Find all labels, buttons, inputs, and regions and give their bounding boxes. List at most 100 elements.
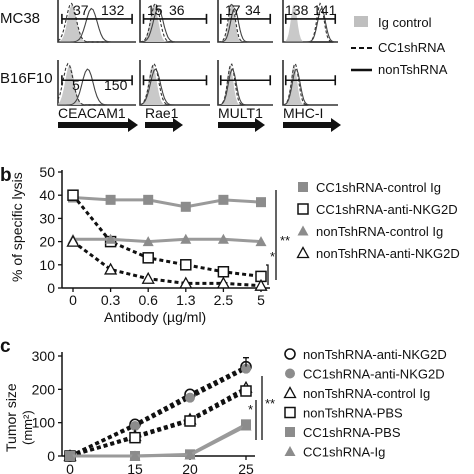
panel-c-series-line: [69, 386, 247, 458]
panel-b-point: [67, 189, 79, 201]
panel-b-point: [180, 233, 192, 244]
panel-b-legend-marker: [297, 203, 309, 215]
panel-b-point: [254, 278, 268, 291]
panel-b-point: [180, 259, 192, 271]
panel-c-legend-marker: [285, 368, 295, 379]
panel-b-ytick-label: 40: [39, 187, 55, 203]
panel-c-legend-label: CC1shRNA-anti-NKG2D: [303, 367, 445, 382]
histogram-nontshrna: [282, 68, 338, 106]
panel-c-legend-label: nonTshRNA-PBS: [303, 406, 403, 421]
panel-b-series-line: [72, 240, 262, 288]
panel-b-legend-label: CC1shRNA-control Ig: [316, 180, 441, 195]
panel-c-legend-label: CC1shRNA-PBS: [303, 425, 401, 440]
panel-b-legend-label: nonTshRNA-control Ig: [316, 224, 443, 239]
panel-c-xtick-label: 20: [182, 461, 198, 474]
panel-c-point: [240, 385, 252, 397]
panel-c-ytick-label: 100: [32, 415, 56, 431]
panel-b-series-line: [71, 194, 262, 278]
panel-c-series-line: [69, 389, 247, 458]
panel-c-point: [184, 415, 196, 427]
panel-c-ytick-label: 300: [32, 348, 56, 364]
panel-b-xtick-label: 2.5: [214, 292, 234, 308]
histogram-gate: [284, 75, 337, 86]
histogram-ig-control: [283, 4, 338, 42]
panel-c-point: [129, 450, 141, 461]
panel-c-legend-marker: [283, 386, 297, 399]
column-label-mhc-i: MHC-I: [283, 105, 323, 121]
mc38-mult1-right: 34: [245, 2, 261, 18]
panel-c-point: [184, 449, 196, 460]
panel-c-significance-double: **: [265, 396, 275, 411]
panel-b-xtick-label: 0: [69, 292, 77, 308]
panel-b-point: [217, 233, 229, 244]
histogram-ig-control: [140, 64, 210, 105]
panel-b-point: [142, 236, 154, 247]
panel-c-legend-marker: [284, 446, 296, 456]
panel-b-point: [179, 276, 193, 289]
panel-b-point: [143, 194, 154, 205]
histogram-nontshrna: [283, 7, 338, 43]
panel-c-ytick-label: 0: [47, 448, 55, 464]
panel-b-point: [66, 234, 80, 247]
column-label-rae1: Rae1: [145, 105, 179, 121]
histogram-nontshrna: [139, 8, 210, 43]
panel-b-xtick-label: 0.6: [138, 292, 158, 308]
row-label-b16f10: B16F10: [0, 70, 53, 87]
mc38-rae1-right: 36: [169, 2, 185, 18]
histogram-gate: [61, 13, 133, 24]
panel-b-ytick-label: 20: [39, 234, 55, 250]
legend-label-cc1shrna: CC1shRNA: [378, 40, 446, 55]
panel-b-xtick-label: 0.3: [101, 292, 121, 308]
histogram-nontshrna: [139, 68, 210, 106]
histogram-nontshrna: [218, 7, 273, 43]
histogram-nontshrna: [217, 68, 273, 106]
mc38-ceacam1-right: 132: [101, 2, 125, 18]
panel-b-series-line: [72, 196, 262, 209]
mc38-mhc-right: 141: [313, 2, 337, 18]
panel-c-xtick-label: 15: [127, 461, 143, 474]
panel-c-point: [240, 420, 252, 431]
panel-c-series-line: [69, 367, 247, 458]
panel-b-point: [218, 194, 229, 205]
panel-c-significance-bracket: [255, 376, 263, 440]
panel-b-point: [142, 252, 154, 264]
histogram-nontshrna: [58, 68, 136, 106]
panel-c-ylabel: Tumor size: [3, 383, 19, 452]
legend-label-ig-control: Ig control: [378, 15, 432, 30]
mc38-mult1-left: 17: [225, 2, 241, 18]
histogram-ig-control: [58, 64, 136, 105]
histogram-gate: [142, 75, 208, 86]
panel-c-legend-label: nonTshRNA-anti-NKG2D: [303, 347, 447, 362]
histogram-gate: [219, 13, 272, 24]
panel-c-legend-marker: [284, 348, 296, 360]
column-label-mult1: MULT1: [218, 105, 263, 121]
histogram-ig-control: [283, 64, 338, 105]
panel-b-xtick-label: 5: [257, 292, 265, 308]
panel-b-significance-single: *: [270, 249, 275, 264]
mc38-rae1-left: 15: [147, 2, 163, 18]
panel-b-point: [255, 236, 267, 247]
panel-b-legend-marker: [296, 246, 310, 259]
panel-b-point: [256, 197, 266, 208]
panel-b-legend-label: CC1shRNA-anti-NKG2D: [316, 202, 458, 217]
panel-b-significance-double: **: [280, 233, 290, 248]
mc38-ceacam1-left: 37: [73, 2, 89, 18]
panel-b-xlabel: Antibody (µg/ml): [104, 309, 206, 325]
panel-b-point: [105, 233, 117, 244]
legend-swatch-ig-control: [354, 16, 368, 27]
panel-c-ylabel-unit: (mm²): [20, 410, 35, 445]
panel-c-error-bar: [243, 357, 249, 367]
panel-b-xtick-label: 1.3: [176, 292, 196, 308]
panel-b-ytick-label: 30: [39, 210, 55, 226]
panel-b: b % of specific lysis Antibody (µg/ml) 0…: [0, 164, 460, 325]
panel-b-legend-label: nonTshRNA-anti-NKG2D: [316, 246, 460, 261]
panel-b-point: [141, 271, 155, 284]
histogram-gate: [284, 13, 337, 24]
panel-b-ytick-label: 50: [39, 164, 55, 180]
panel-b-significance-bracket: [266, 190, 277, 285]
column-arrows: [58, 118, 341, 132]
panel-b-legend-marker: [298, 182, 308, 192]
panel-c-ytick-label: 200: [32, 381, 56, 397]
histogram-gate: [61, 75, 133, 86]
